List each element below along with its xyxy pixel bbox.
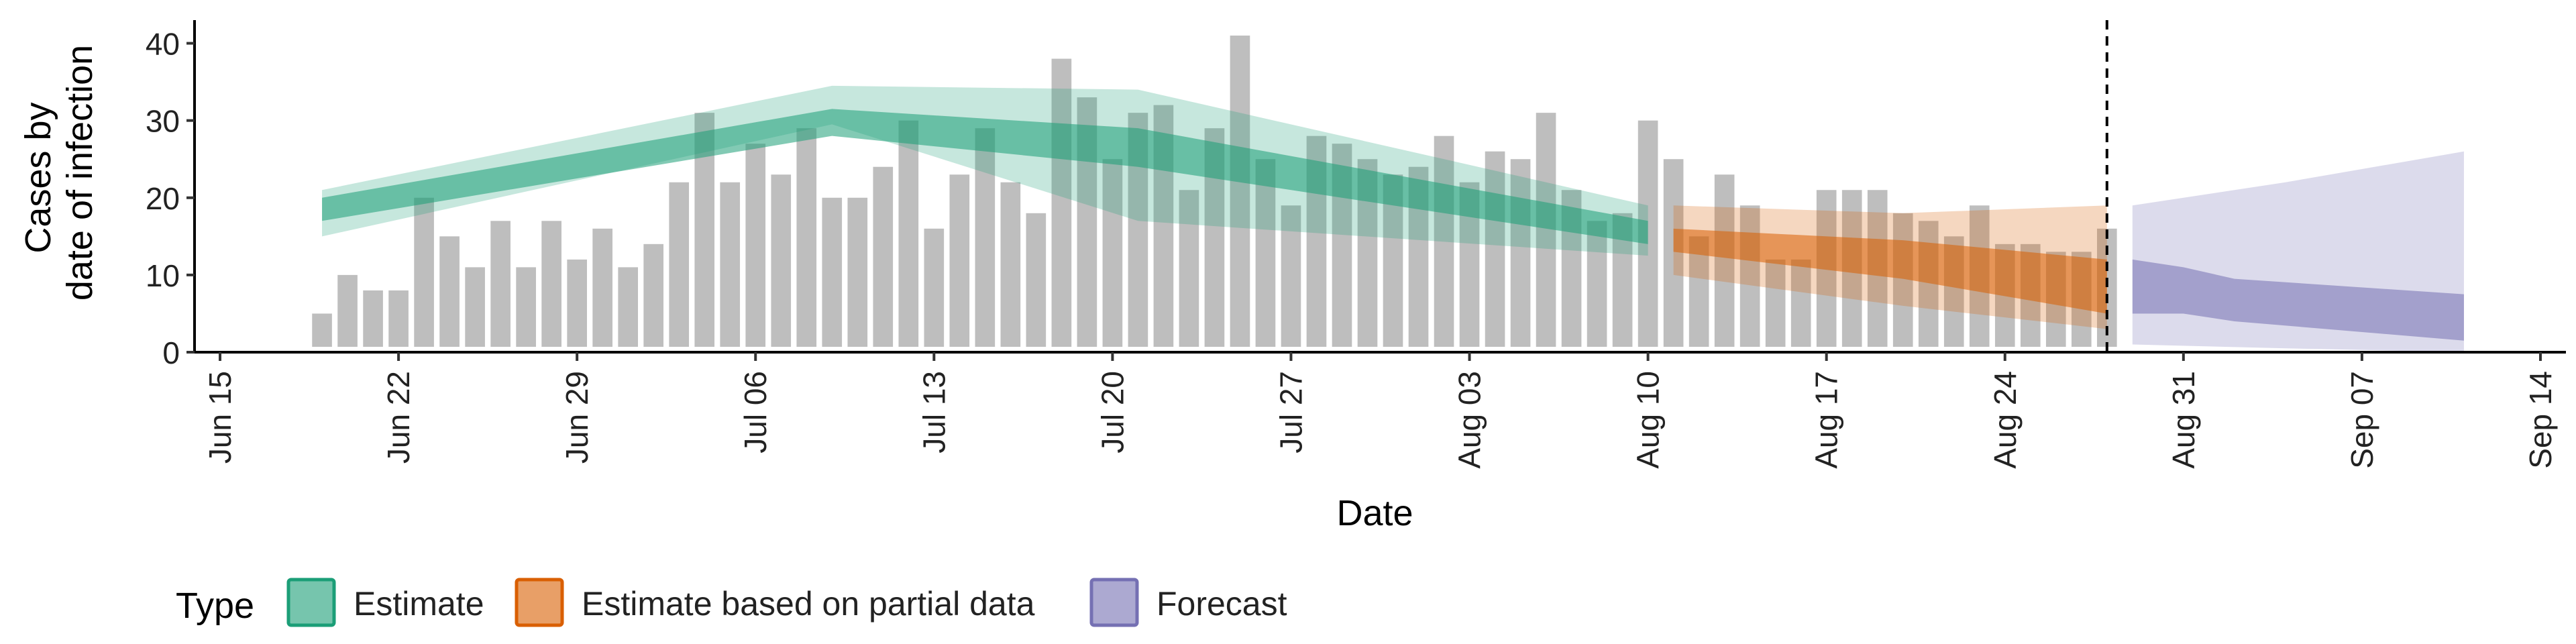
case-bar — [1536, 113, 1556, 347]
y-tick-label: 10 — [146, 258, 180, 293]
x-ticks: Jun 15 Jun 22 Jun 29 Jul 06 Jul 13 Jul 20 Jul … — [203, 352, 2558, 469]
case-bar — [1434, 136, 1454, 347]
x-tick-label: Jun 15 — [203, 371, 237, 464]
y-tick-label: 40 — [146, 27, 180, 62]
case-bar — [516, 267, 536, 347]
case-bar — [1663, 159, 1684, 347]
x-tick-label: Jul 27 — [1273, 371, 1308, 453]
x-tick-label: Aug 10 — [1631, 371, 1666, 469]
case-bar — [771, 174, 792, 347]
estimate-inner-band — [322, 109, 1648, 244]
case-bar — [1485, 151, 1505, 347]
case-bar — [1587, 221, 1607, 347]
x-tick-label: Sep 07 — [2345, 371, 2379, 469]
case-bar — [949, 174, 970, 347]
x-tick-label: Aug 03 — [1452, 371, 1487, 469]
case-bar — [592, 228, 612, 347]
y-tick-label: 0 — [162, 335, 180, 370]
x-tick-label: Jul 20 — [1095, 371, 1130, 453]
x-tick-label: Sep 14 — [2523, 371, 2558, 469]
case-bar — [1230, 36, 1250, 347]
ribbons-layer — [322, 85, 2464, 352]
case-bar — [1281, 205, 1301, 347]
y-axis-title-line1: Cases by — [18, 102, 58, 253]
case-bar — [465, 267, 485, 347]
axes-layer — [193, 20, 2566, 354]
case-bar — [898, 120, 919, 347]
case-bar — [1892, 213, 1913, 347]
x-tick-label: Jun 29 — [559, 371, 594, 464]
y-axis-title-line2: date of infection — [60, 45, 100, 301]
case-bar — [312, 313, 332, 347]
case-bar — [388, 290, 409, 347]
case-bar — [873, 166, 894, 347]
case-bar — [669, 182, 690, 347]
case-bar — [541, 221, 561, 347]
estimate-outer-band — [322, 85, 1648, 256]
x-tick-label: Jul 13 — [916, 371, 951, 453]
case-bar — [337, 274, 358, 347]
case-bar — [1714, 174, 1735, 347]
case-bar — [414, 197, 434, 347]
legend-label-estimate-based-on-partial-data: Estimate based on partial data — [582, 585, 1035, 623]
case-bar — [924, 228, 945, 347]
legend-swatch-forecast — [1089, 578, 1139, 627]
case-bar — [439, 236, 460, 347]
case-bar — [1739, 205, 1760, 347]
case-bar — [1051, 58, 1072, 347]
legend-title: Type — [176, 586, 254, 626]
case-bar — [1026, 213, 1046, 347]
x-tick-label: Jul 06 — [738, 371, 773, 453]
case-bar — [975, 128, 996, 347]
case-bar — [643, 244, 664, 347]
x-tick-label: Jun 22 — [381, 371, 416, 464]
y-ticks: 0 10 20 30 40 — [146, 27, 195, 370]
case-bar — [490, 221, 511, 347]
case-bar — [1765, 259, 1786, 347]
case-bar — [847, 197, 868, 347]
x-axis-title: Date — [1336, 493, 1413, 533]
legend-swatch-estimate-based-on-partial-data — [515, 578, 564, 627]
case-bar — [363, 290, 383, 347]
case-bar — [1000, 182, 1021, 347]
case-bar — [822, 197, 843, 347]
case-bar — [1790, 259, 1811, 347]
y-tick-label: 20 — [146, 181, 180, 216]
case-bar — [1102, 159, 1123, 347]
case-bar — [1255, 159, 1276, 347]
legend: Type Estimate Estimate based on partial d… — [176, 578, 1287, 627]
case-bar — [567, 259, 587, 347]
forecast-inner-band — [2132, 259, 2464, 341]
case-bar — [1179, 190, 1199, 347]
case-bar — [796, 128, 817, 347]
estimate-based-on-partial-data-inner-band — [1673, 228, 2107, 314]
legend-swatch-estimate — [286, 578, 336, 627]
x-tick-label: Aug 31 — [2166, 371, 2201, 469]
legend-label-estimate: Estimate — [354, 585, 484, 623]
case-bar — [720, 182, 741, 347]
legend-label-forecast: Forecast — [1157, 585, 1287, 623]
case-bar — [745, 144, 766, 347]
y-tick-label: 30 — [146, 104, 180, 139]
case-bar — [618, 267, 639, 347]
case-bar — [1510, 159, 1531, 347]
x-tick-label: Aug 17 — [1809, 371, 1844, 469]
x-tick-label: Aug 24 — [1988, 371, 2023, 469]
y-axis-title: Cases by date of infection — [18, 45, 100, 301]
